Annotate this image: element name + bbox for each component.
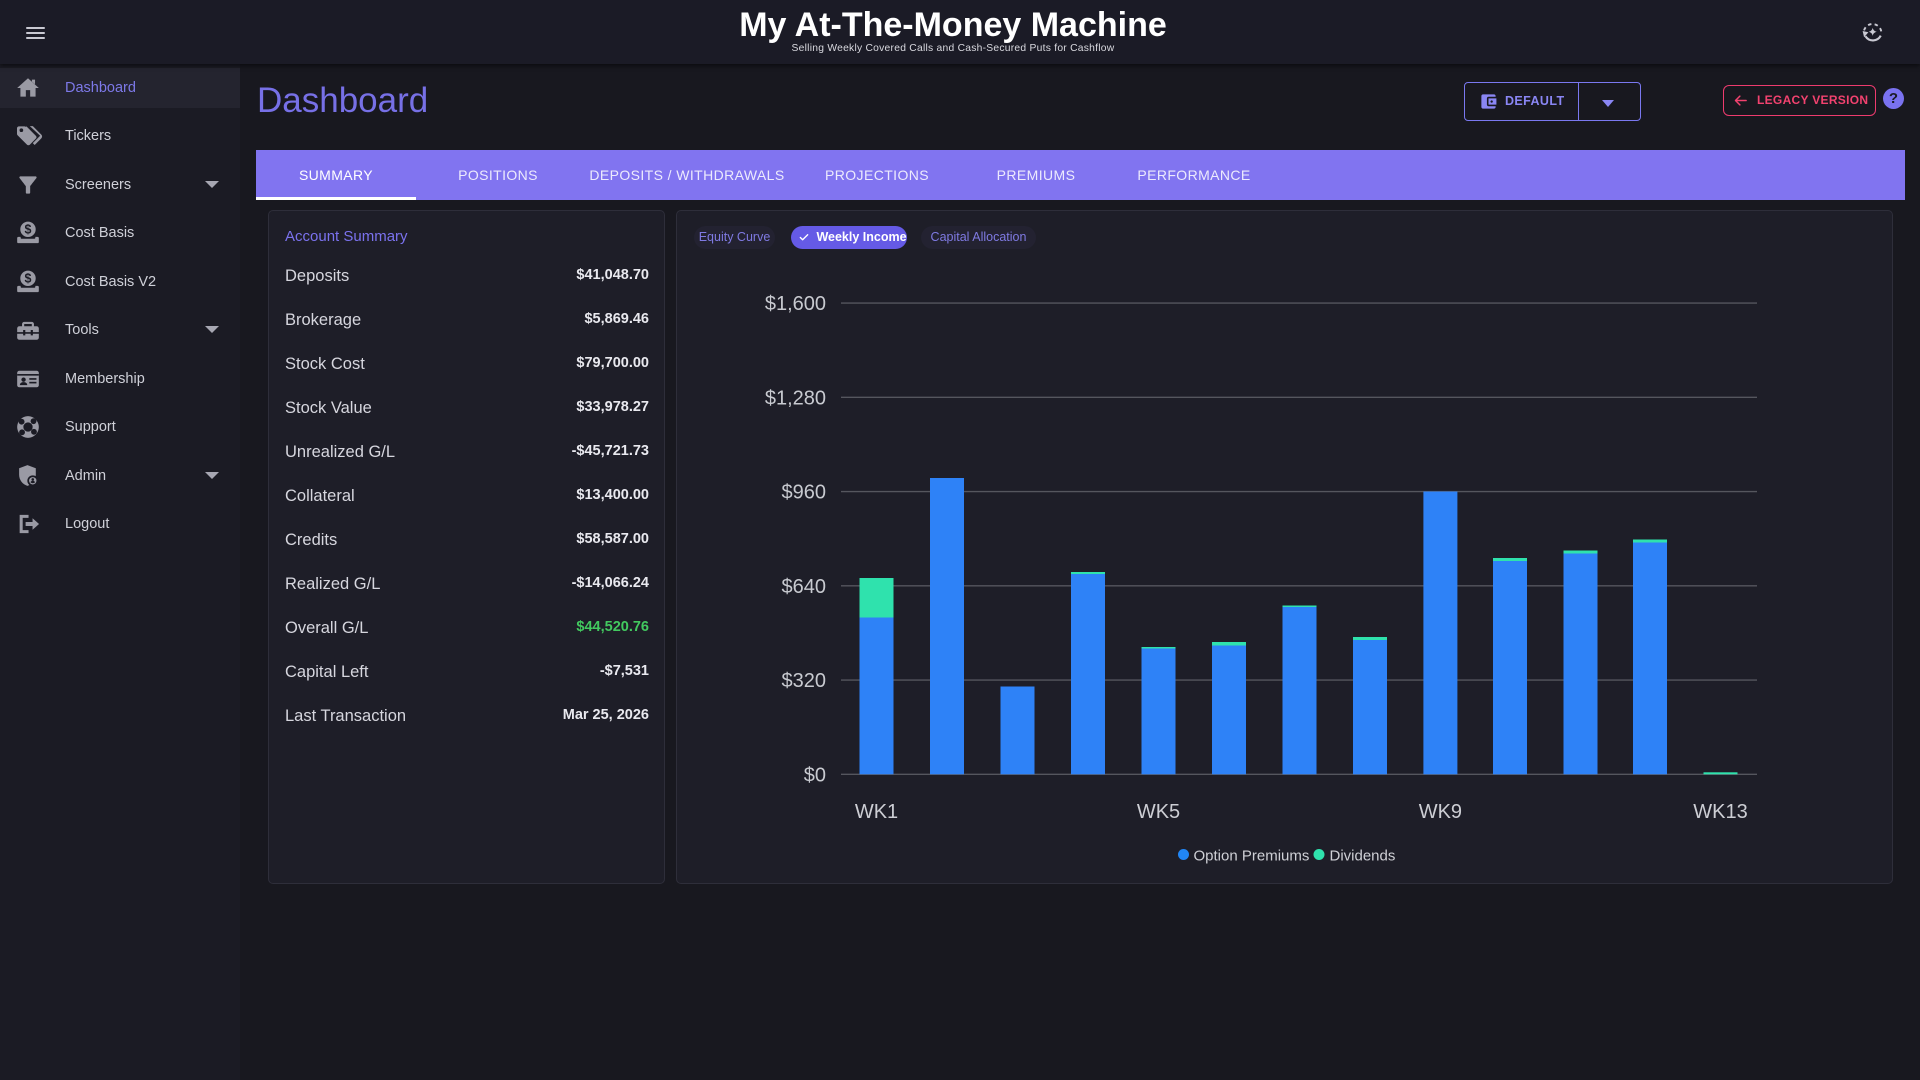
svg-text:Option Premiums: Option Premiums — [1194, 848, 1310, 865]
svg-text:WK5: WK5 — [1137, 801, 1180, 823]
svg-text:$: $ — [25, 271, 32, 285]
svg-text:$640: $640 — [782, 576, 827, 598]
svg-text:WK13: WK13 — [1693, 801, 1747, 823]
svg-text:WK9: WK9 — [1419, 801, 1462, 823]
svg-text:$0: $0 — [804, 764, 826, 786]
svg-text:$960: $960 — [782, 482, 827, 504]
svg-text:$1,600: $1,600 — [765, 293, 826, 315]
svg-text:Dividends: Dividends — [1330, 848, 1396, 865]
svg-text:WK1: WK1 — [855, 801, 898, 823]
svg-text:$320: $320 — [782, 670, 827, 692]
svg-text:$: $ — [25, 223, 32, 237]
svg-text:$1,280: $1,280 — [765, 387, 826, 409]
